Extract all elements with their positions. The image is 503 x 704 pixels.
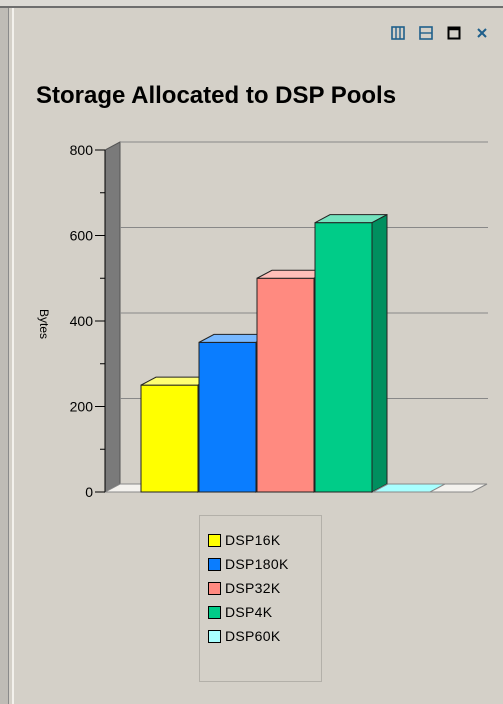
split-horizontal-button[interactable] xyxy=(415,22,437,44)
legend-swatch xyxy=(208,533,221,547)
bar-front xyxy=(256,277,315,493)
view-toolbar xyxy=(387,22,493,44)
legend-swatch xyxy=(208,581,221,595)
legend-swatch xyxy=(208,605,221,619)
legend-label: DSP180K xyxy=(225,556,289,572)
top-rule xyxy=(0,0,503,8)
y-tick-label: 0 xyxy=(85,484,93,500)
bar-front xyxy=(314,222,373,493)
split-horizontal-icon xyxy=(419,26,433,40)
legend-label: DSP60K xyxy=(225,628,281,644)
bar-top xyxy=(372,483,446,493)
chart-legend: DSP16K DSP180K DSP32K DSP4K DSP60K xyxy=(199,515,322,682)
left-frame-highlight xyxy=(12,8,14,704)
close-button[interactable] xyxy=(471,22,493,44)
legend-label: DSP32K xyxy=(225,580,281,596)
split-vertical-button[interactable] xyxy=(387,22,409,44)
split-vertical-icon xyxy=(391,26,405,40)
legend-item: DSP4K xyxy=(208,600,321,624)
legend-label: DSP16K xyxy=(225,532,281,548)
bar-front xyxy=(140,384,199,493)
legend-item: DSP32K xyxy=(208,576,321,600)
left-frame xyxy=(0,8,9,704)
y-tick-label: 200 xyxy=(70,399,94,415)
legend-swatch xyxy=(208,557,221,571)
legend-item: DSP180K xyxy=(208,552,321,576)
y-axis-label: Bytes xyxy=(37,309,51,339)
legend-swatch xyxy=(208,629,221,643)
legend-item: DSP60K xyxy=(208,624,321,648)
maximize-icon xyxy=(447,26,461,40)
maximize-button[interactable] xyxy=(443,22,465,44)
bar-front xyxy=(198,341,257,493)
chart-title: Storage Allocated to DSP Pools xyxy=(36,82,397,109)
bar-dsp4k xyxy=(314,213,388,493)
legend-item: DSP16K xyxy=(208,528,321,552)
close-icon xyxy=(477,28,487,38)
y-tick-label: 600 xyxy=(70,228,94,244)
y-tick-label: 800 xyxy=(70,142,94,158)
chart-side-wall xyxy=(104,141,121,493)
bar-side xyxy=(371,213,388,493)
legend-label: DSP4K xyxy=(225,604,273,620)
bar-dsp60k xyxy=(372,483,446,493)
y-tick-label: 400 xyxy=(70,313,94,329)
